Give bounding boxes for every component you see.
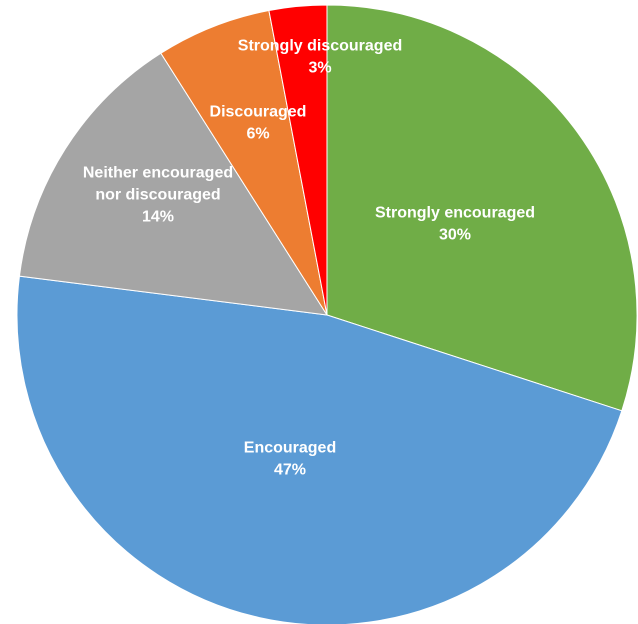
pie-label-2: Neither encouraged nor discouraged 14% [83, 165, 233, 226]
pie-slices [16, 4, 638, 624]
pie-slice-1 [16, 275, 623, 624]
slice-category-label: nor discouraged [95, 187, 220, 204]
pie-labels: Strongly encouraged 30% Encouraged 47% Neith… [83, 38, 535, 479]
slice-value-label: 30% [439, 227, 471, 244]
pie-slice-4 [268, 4, 328, 316]
slice-category-label: Strongly discouraged [238, 38, 402, 55]
pie-slice-0 [326, 4, 638, 412]
pie-label-3: Discouraged 6% [210, 104, 307, 143]
slice-category-label: Strongly encouraged [375, 205, 535, 222]
slice-value-label: 3% [308, 60, 331, 77]
slice-value-label: 6% [246, 126, 269, 143]
slice-value-label: 14% [142, 209, 174, 226]
slice-category-label: Encouraged [244, 440, 336, 457]
pie-label-0: Strongly encouraged 30% [375, 205, 535, 244]
slice-value-label: 47% [274, 462, 306, 479]
pie-label-4: Strongly discouraged 3% [238, 38, 402, 77]
pie-label-1: Encouraged 47% [244, 440, 336, 479]
pie-slice-2 [18, 52, 328, 316]
slice-category-label: Neither encouraged [83, 165, 233, 182]
slice-category-label: Discouraged [210, 104, 307, 121]
